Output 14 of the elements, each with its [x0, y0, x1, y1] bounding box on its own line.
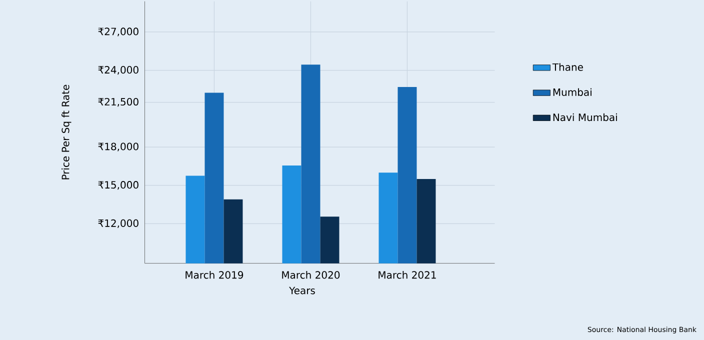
x-tick-label: March 2020	[282, 270, 340, 279]
y-tick-label: ₹18,000	[98, 142, 138, 152]
legend-label: Navi Mumbai	[553, 113, 617, 122]
legend-label: Mumbai	[553, 88, 592, 96]
y-tick-label: ₹12,000	[98, 219, 138, 228]
legend-label: Thane	[552, 63, 583, 71]
y-axis-title: Price Per Sq ft Rate	[62, 84, 72, 180]
y-tick-label: ₹15,000	[98, 181, 138, 190]
x-tick-label: March 2019	[186, 270, 244, 279]
y-tick-label: ₹27,000	[98, 28, 138, 36]
x-axis-title: Years	[289, 286, 315, 294]
y-tick-label: ₹21,500	[98, 98, 138, 107]
x-tick-label: March 2021	[378, 270, 436, 279]
y-tick-label: ₹24,000	[98, 66, 138, 75]
